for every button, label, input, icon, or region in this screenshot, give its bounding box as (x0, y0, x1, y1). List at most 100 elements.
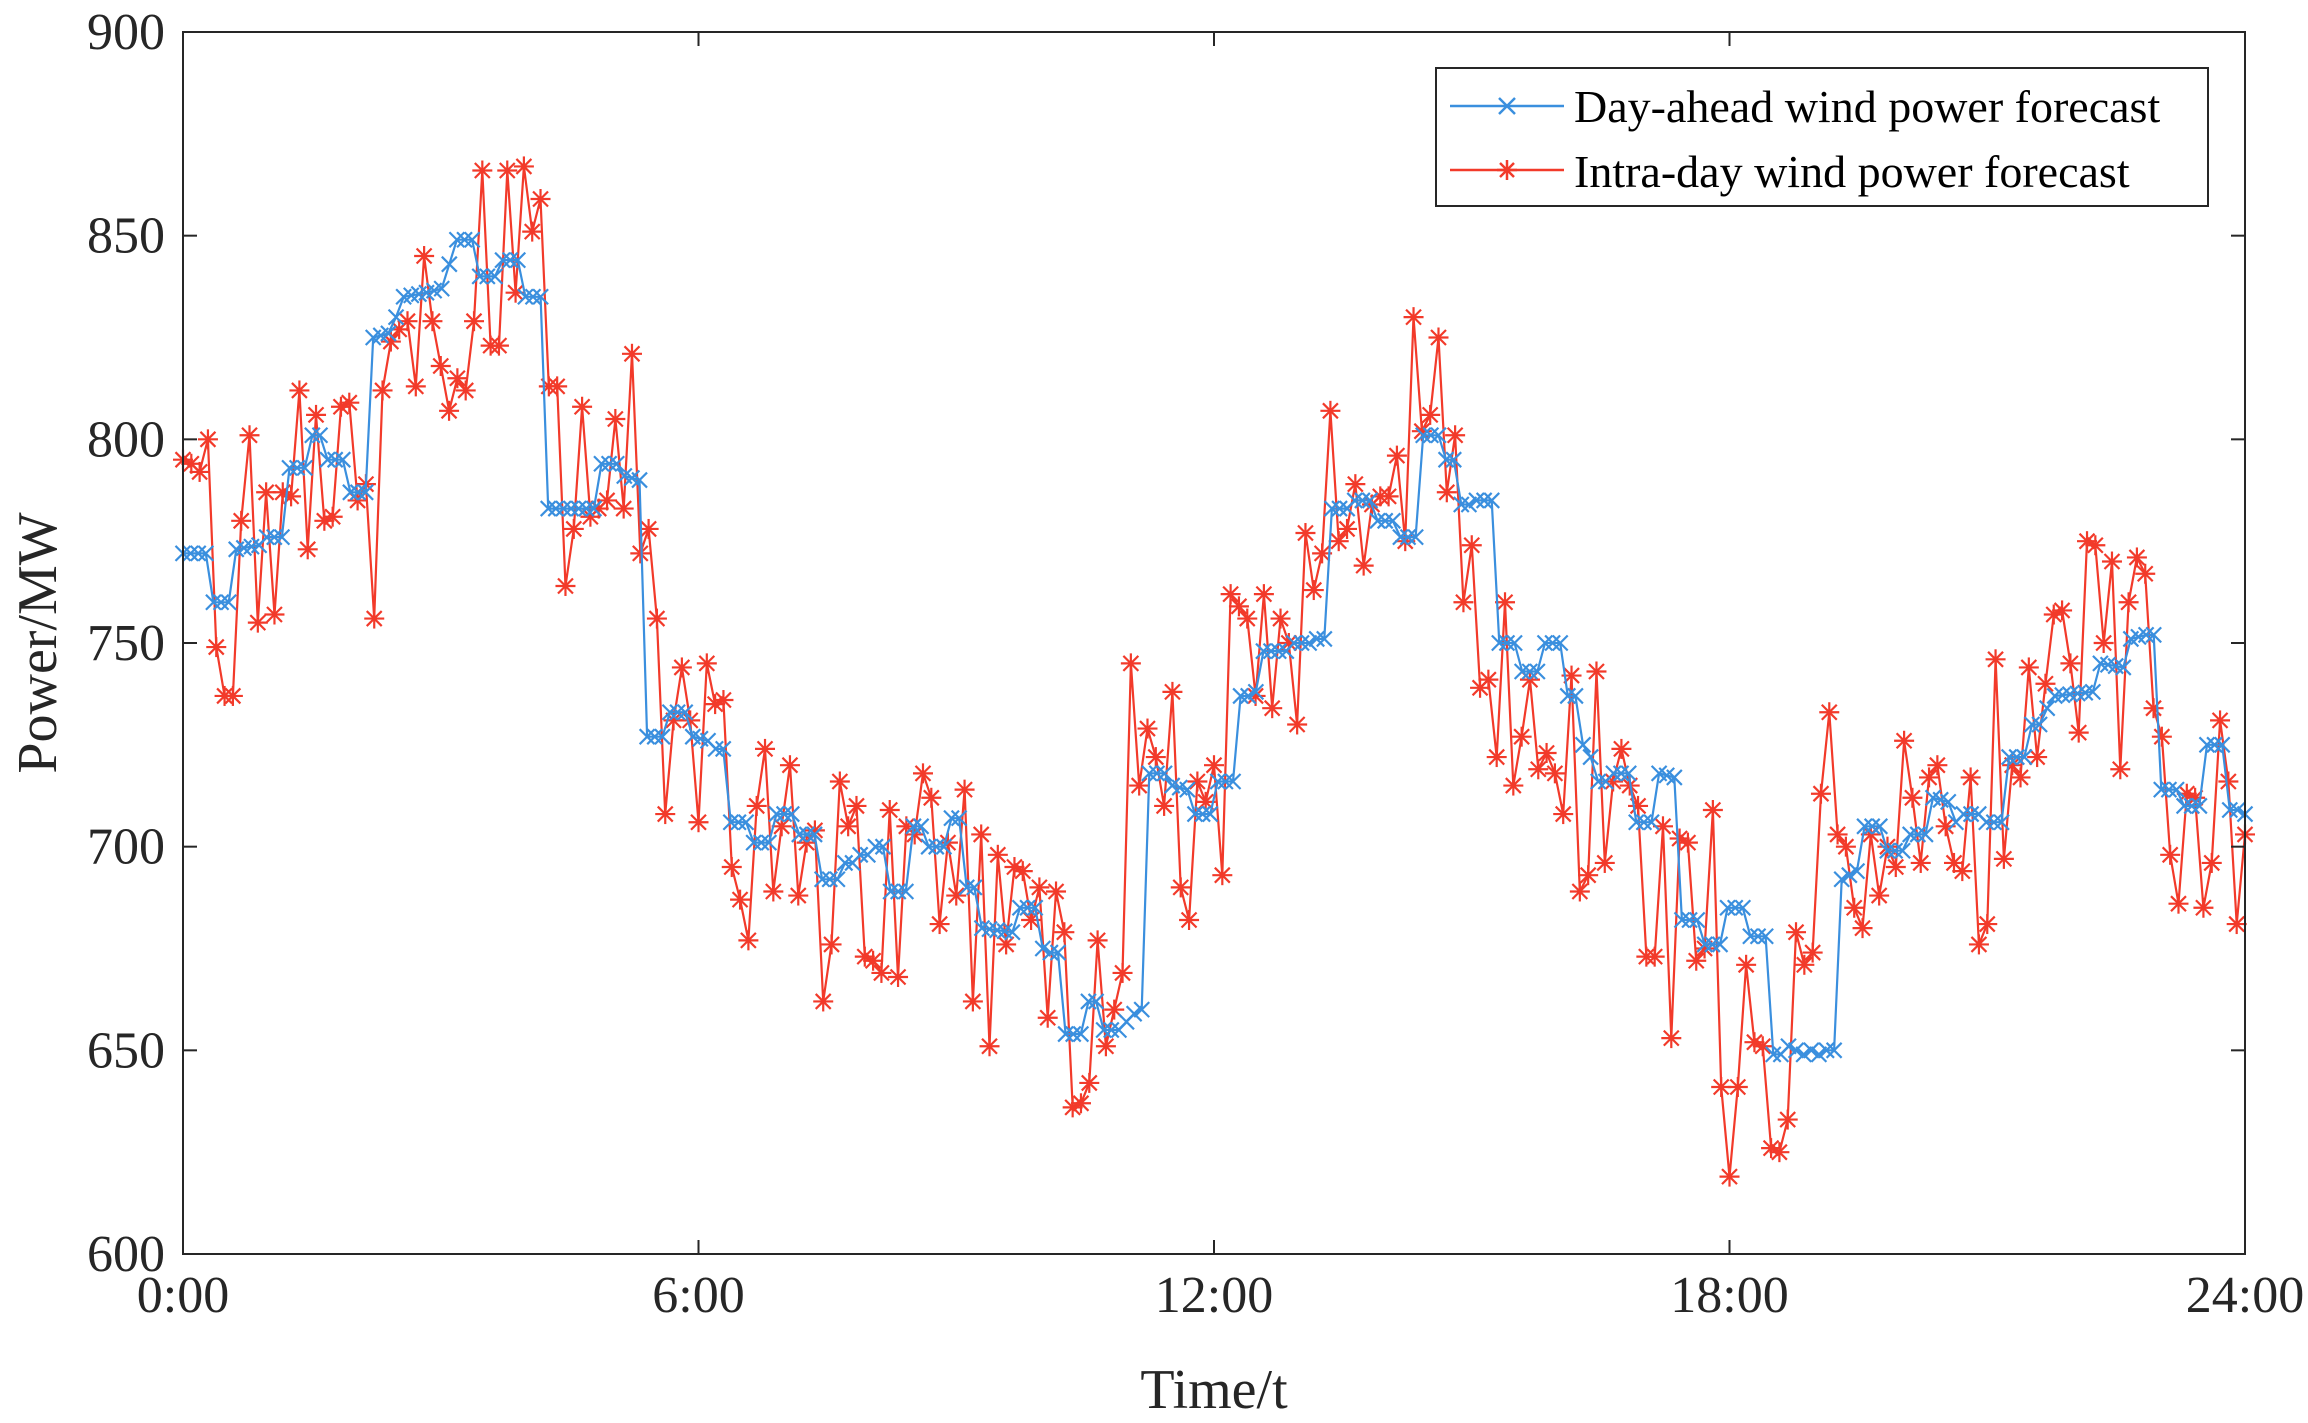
data-point (863, 950, 884, 971)
data-point (441, 255, 458, 273)
data-point (570, 500, 587, 517)
data-point (1901, 826, 1919, 843)
data-point (1628, 813, 1645, 831)
data-point (1453, 592, 1474, 613)
data-point (1217, 773, 1234, 790)
data-point (2054, 686, 2071, 704)
data-point (433, 280, 450, 297)
data-point (1407, 528, 1424, 546)
data-point (247, 612, 268, 633)
data-point (2175, 797, 2193, 815)
data-point (1460, 496, 1478, 513)
data-point (387, 308, 405, 326)
data-point (2038, 699, 2056, 717)
data-point (1726, 899, 1744, 917)
data-point (921, 787, 942, 808)
data-point (1478, 669, 1499, 690)
data-point (1087, 993, 1105, 1010)
data-point (838, 816, 859, 837)
data-point (1513, 663, 1531, 680)
data-point (1386, 445, 1407, 466)
data-point (1095, 1036, 1116, 1057)
data-point (1162, 681, 1183, 702)
data-point (1345, 474, 1366, 495)
data-point (2193, 897, 2214, 918)
data-point (1285, 634, 1303, 652)
data-point (1803, 1042, 1820, 1059)
data-point (330, 396, 351, 417)
data-point (829, 771, 850, 792)
data-point (2221, 801, 2239, 819)
data-point (572, 396, 593, 417)
data-point (447, 368, 468, 389)
data-point (1293, 634, 1310, 652)
data-point (950, 809, 968, 827)
data-point (935, 838, 953, 855)
data-point (1569, 881, 1590, 902)
data-point (1209, 773, 1227, 790)
data-point (646, 728, 664, 745)
data-point (688, 812, 709, 833)
data-point (206, 637, 227, 658)
data-point (472, 160, 493, 181)
data-point (966, 879, 983, 896)
data-point (1863, 818, 1881, 835)
data-point (1495, 592, 1516, 613)
data-point (1012, 861, 1033, 882)
data-point (1420, 404, 1441, 425)
data-point (1129, 775, 1150, 796)
data-point (2052, 600, 2073, 621)
data-point (1087, 930, 1108, 951)
data-point (220, 593, 237, 611)
data-point (1719, 1166, 1740, 1187)
data-point (946, 885, 967, 906)
data-point (1742, 928, 1759, 945)
data-point (1437, 451, 1455, 468)
data-point (1734, 899, 1752, 917)
data-point (463, 231, 481, 249)
data-point (2143, 698, 2164, 719)
y-tick-label: 900 (87, 4, 165, 61)
data-point (182, 545, 199, 562)
data-point (722, 813, 740, 831)
data-point (1080, 993, 1097, 1010)
data-point (2213, 736, 2231, 754)
data-point (2183, 797, 2201, 815)
data-point (1871, 818, 1889, 835)
data-point (1578, 865, 1599, 886)
data-point (705, 694, 726, 715)
data-point (1237, 608, 1258, 629)
data-point (1521, 663, 1539, 680)
data-point (212, 593, 230, 611)
data-point (1270, 642, 1287, 660)
data-point (889, 883, 907, 900)
data-point (456, 231, 473, 249)
data-point (222, 685, 243, 706)
data-point (813, 991, 834, 1012)
data-point (661, 703, 679, 721)
data-point (1794, 954, 1815, 975)
data-point (1544, 634, 1561, 652)
x-tick-label: 0:00 (137, 1267, 229, 1324)
data-point (912, 818, 930, 835)
data-point (768, 805, 785, 823)
data-point (486, 268, 504, 285)
data-point (1194, 805, 1211, 823)
data-point (1927, 755, 1948, 776)
data-point (1070, 1093, 1091, 1114)
data-point (798, 826, 816, 843)
data-point (846, 795, 867, 816)
data-point (1869, 885, 1890, 906)
data-point (430, 356, 451, 377)
data-point (339, 392, 360, 413)
data-point (1910, 852, 1931, 873)
data-point (775, 805, 793, 823)
data-point (2023, 716, 2041, 733)
data-point (2010, 767, 2031, 788)
data-point (2085, 535, 2106, 556)
data-point (676, 703, 694, 721)
data-point (1719, 899, 1736, 917)
data-point (608, 455, 625, 473)
data-point (1844, 897, 1865, 918)
data-point (2145, 626, 2162, 644)
